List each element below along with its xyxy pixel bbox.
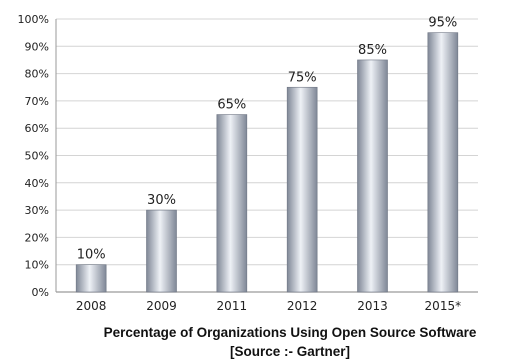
y-axis-tick-labels: 0% 10% 20% 30% 40% 50% 60% 70% 80% 90% 100% bbox=[18, 13, 49, 299]
bar-2012 bbox=[286, 86, 318, 293]
data-label: 65% bbox=[217, 98, 246, 113]
y-tick-label: 50% bbox=[25, 150, 49, 163]
y-tick-label: 10% bbox=[25, 259, 49, 272]
bars bbox=[75, 32, 459, 293]
data-label: 75% bbox=[288, 70, 317, 85]
x-tick-label: 2013 bbox=[357, 299, 388, 313]
x-axis-tick-labels: 2008 2009 2011 2012 2013 2015* bbox=[76, 299, 461, 313]
bar-2011 bbox=[216, 114, 248, 293]
bar-2013 bbox=[357, 59, 388, 293]
data-label: 30% bbox=[147, 193, 176, 208]
y-tick-label: 70% bbox=[25, 95, 49, 108]
data-labels: 10% 30% 65% 75% 85% 95% bbox=[77, 16, 458, 263]
y-tick-label: 30% bbox=[25, 204, 49, 217]
x-tick-label: 2012 bbox=[287, 299, 318, 313]
x-tick-label: 2011 bbox=[217, 299, 248, 313]
x-tick-label: 2015* bbox=[425, 299, 462, 313]
bar-2008 bbox=[75, 264, 107, 293]
y-tick-label: 0% bbox=[32, 286, 49, 299]
y-tick-label: 20% bbox=[25, 231, 49, 244]
chart-title: Percentage of Organizations Using Open S… bbox=[104, 325, 477, 340]
y-tick-label: 80% bbox=[25, 68, 49, 81]
y-tick-label: 40% bbox=[25, 177, 49, 190]
data-label: 10% bbox=[77, 248, 106, 263]
chart-subtitle: [Source :- Gartner] bbox=[230, 344, 350, 359]
y-tick-label: 60% bbox=[25, 122, 49, 135]
x-tick-label: 2009 bbox=[146, 299, 177, 313]
data-label: 95% bbox=[428, 16, 457, 31]
y-tick-label: 100% bbox=[18, 13, 49, 26]
gridlines bbox=[55, 18, 478, 293]
bar-2015 bbox=[427, 32, 459, 293]
y-tick-label: 90% bbox=[25, 40, 49, 53]
x-tick-label: 2008 bbox=[76, 299, 107, 313]
bar-2009 bbox=[146, 209, 177, 293]
data-label: 85% bbox=[358, 43, 387, 58]
